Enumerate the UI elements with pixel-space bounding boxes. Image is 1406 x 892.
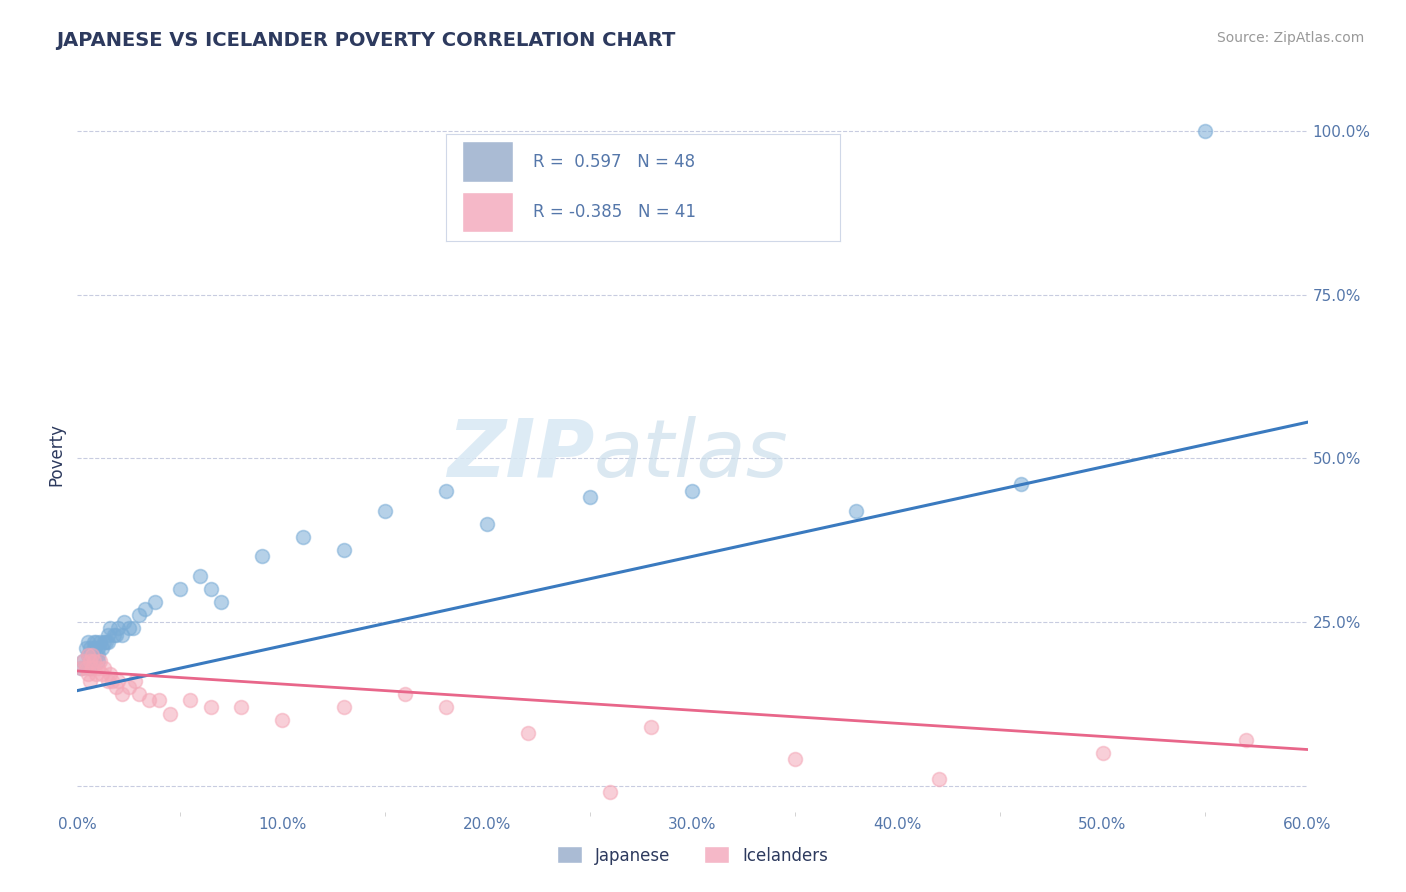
- Point: [84, 667, 107, 681]
- Point: [80, 648, 103, 662]
- Point: [436, 483, 458, 498]
- Point: [209, 595, 232, 609]
- Point: [101, 673, 124, 688]
- Point: [79, 661, 101, 675]
- Point: [103, 628, 125, 642]
- Point: [682, 483, 704, 498]
- Point: [1091, 746, 1114, 760]
- Point: [87, 654, 110, 668]
- Point: [477, 516, 499, 531]
- Point: [83, 634, 105, 648]
- Point: [80, 661, 103, 675]
- Point: [579, 491, 602, 505]
- Point: [76, 634, 98, 648]
- Point: [76, 648, 98, 662]
- Point: [83, 654, 105, 668]
- Point: [374, 503, 396, 517]
- Point: [89, 654, 111, 668]
- Point: [90, 641, 114, 656]
- Point: [87, 661, 110, 675]
- Point: [117, 681, 139, 695]
- Legend: Japanese, Icelanders: Japanese, Icelanders: [550, 839, 835, 871]
- Point: [90, 667, 114, 681]
- Point: [928, 772, 950, 786]
- Point: [79, 654, 101, 668]
- Point: [79, 641, 101, 656]
- Point: [94, 634, 117, 648]
- Point: [148, 693, 170, 707]
- Point: [188, 569, 212, 583]
- Point: [200, 582, 222, 596]
- Point: [111, 628, 134, 642]
- Point: [128, 687, 150, 701]
- Point: [97, 673, 120, 688]
- Point: [291, 530, 314, 544]
- Point: [76, 667, 98, 681]
- Point: [84, 648, 107, 662]
- Point: [76, 648, 98, 662]
- Y-axis label: Poverty: Poverty: [48, 424, 66, 486]
- Point: [1194, 124, 1216, 138]
- Text: JAPANESE VS ICELANDER POVERTY CORRELATION CHART: JAPANESE VS ICELANDER POVERTY CORRELATIO…: [56, 31, 676, 50]
- Point: [169, 582, 191, 596]
- Point: [87, 648, 110, 662]
- Point: [200, 700, 222, 714]
- Point: [271, 713, 294, 727]
- Point: [783, 752, 806, 766]
- Bar: [463, 141, 513, 182]
- Point: [599, 785, 621, 799]
- Point: [93, 661, 115, 675]
- Point: [845, 503, 868, 517]
- Point: [107, 673, 129, 688]
- Text: ZIP: ZIP: [447, 416, 595, 494]
- Point: [72, 654, 94, 668]
- Point: [231, 700, 253, 714]
- Point: [70, 661, 93, 675]
- Point: [134, 601, 156, 615]
- Point: [111, 687, 134, 701]
- Point: [80, 654, 103, 668]
- Point: [80, 648, 103, 662]
- Point: [394, 687, 416, 701]
- Text: R = -0.385   N = 41: R = -0.385 N = 41: [533, 203, 696, 221]
- Point: [333, 700, 356, 714]
- Text: atlas: atlas: [595, 416, 789, 494]
- Point: [84, 634, 107, 648]
- Point: [93, 634, 115, 648]
- Point: [83, 641, 105, 656]
- Point: [124, 673, 146, 688]
- Point: [105, 681, 128, 695]
- Point: [75, 641, 97, 656]
- Point: [138, 693, 160, 707]
- Point: [640, 720, 662, 734]
- Point: [117, 621, 139, 635]
- Point: [105, 628, 128, 642]
- Point: [333, 542, 356, 557]
- Text: Source: ZipAtlas.com: Source: ZipAtlas.com: [1216, 31, 1364, 45]
- Point: [114, 615, 136, 629]
- Point: [1234, 732, 1257, 747]
- Point: [107, 621, 129, 635]
- Point: [517, 726, 540, 740]
- Point: [179, 693, 201, 707]
- Point: [128, 608, 150, 623]
- Point: [250, 549, 273, 564]
- Point: [97, 634, 120, 648]
- Point: [143, 595, 166, 609]
- Point: [121, 621, 143, 635]
- Point: [1010, 477, 1032, 491]
- Bar: [463, 192, 513, 232]
- Point: [87, 641, 110, 656]
- Point: [79, 673, 101, 688]
- Point: [70, 661, 93, 675]
- Text: R =  0.597   N = 48: R = 0.597 N = 48: [533, 153, 695, 170]
- Point: [72, 654, 94, 668]
- Point: [89, 634, 111, 648]
- Point: [436, 700, 458, 714]
- Point: [75, 661, 97, 675]
- Point: [98, 621, 121, 635]
- Point: [97, 628, 120, 642]
- Point: [159, 706, 181, 721]
- Point: [98, 667, 121, 681]
